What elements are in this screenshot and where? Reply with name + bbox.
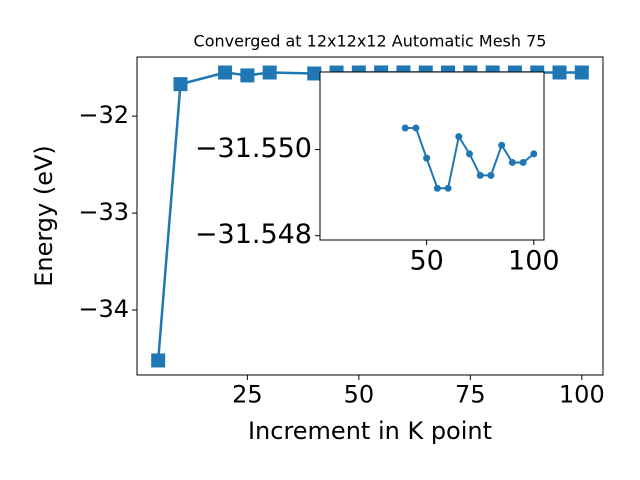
data-point [444, 184, 452, 192]
y-axis-label: Energy (eV) [30, 145, 58, 287]
chart-title: Converged at 12x12x12 Automatic Mesh 75 [194, 32, 547, 51]
x-tick-label: 100 [559, 380, 605, 408]
data-point [307, 66, 322, 81]
axes-frame [136, 56, 604, 376]
data-point [151, 353, 166, 368]
x-tick-label: 50 [409, 246, 443, 277]
data-point [519, 158, 527, 166]
x-tick-label: 50 [344, 380, 375, 408]
data-point [401, 124, 409, 132]
data-point [508, 158, 516, 166]
data-point [218, 65, 233, 80]
y-tick-label: −32 [78, 101, 129, 129]
plot-area [401, 124, 538, 192]
y-tick-label: −31.548 [195, 219, 312, 250]
data-point [262, 65, 277, 80]
x-tick-label: 25 [232, 380, 263, 408]
data-point [574, 65, 589, 80]
data-point [412, 124, 420, 132]
data-point [455, 133, 463, 141]
x-tick-label: 100 [508, 246, 560, 277]
axes-frame [319, 71, 545, 241]
x-tick-label: 75 [455, 380, 486, 408]
x-axis-label: Increment in K point [248, 417, 492, 445]
data-point [498, 141, 506, 149]
y-tick-label: −34 [78, 295, 129, 323]
data-point [466, 150, 474, 158]
data-point [552, 65, 567, 80]
data-point [487, 171, 495, 179]
data-point [530, 150, 538, 158]
y-tick-label: −33 [78, 198, 129, 226]
data-point [173, 77, 188, 92]
data-point [433, 184, 441, 192]
data-point [476, 171, 484, 179]
inset-background [320, 72, 544, 240]
data-point [423, 154, 431, 162]
y-tick-label: −31.550 [195, 133, 312, 164]
data-point [240, 68, 255, 83]
